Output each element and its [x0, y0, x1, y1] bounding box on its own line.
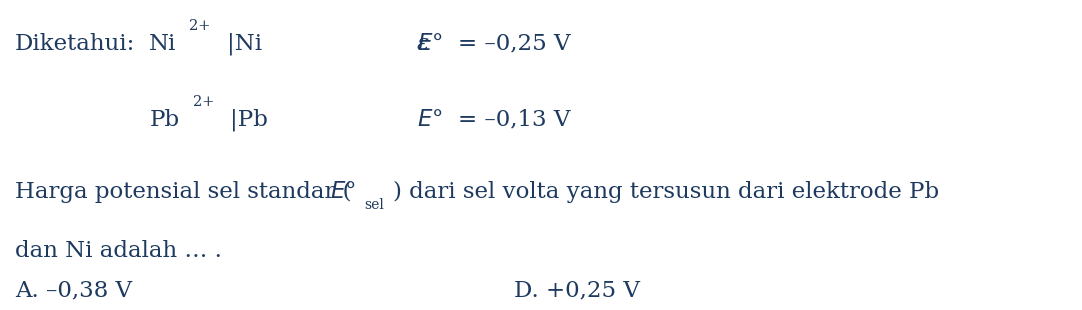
Text: ) dari sel volta yang tersusun dari elektrode Pb: ) dari sel volta yang tersusun dari elek… [393, 181, 939, 203]
Text: $\mathit{E}$°: $\mathit{E}$° [330, 181, 356, 203]
Text: D. +0,25 V: D. +0,25 V [514, 279, 639, 301]
Text: |Pb: |Pb [230, 108, 268, 131]
Text: Ni: Ni [149, 33, 176, 55]
Text: Harga potensial sel standar (: Harga potensial sel standar ( [15, 181, 352, 203]
Text: 2+: 2+ [189, 19, 211, 33]
Text: = –0,25 V: = –0,25 V [458, 33, 570, 55]
Text: Diketahui:: Diketahui: [15, 33, 135, 55]
Text: $\mathit{E}$°: $\mathit{E}$° [417, 108, 443, 131]
Text: sel: sel [365, 198, 384, 212]
Text: Pb: Pb [149, 108, 180, 131]
Text: = –0,13 V: = –0,13 V [458, 108, 570, 131]
Text: dan Ni adalah … .: dan Ni adalah … . [15, 240, 222, 262]
Text: $\mathit{E}$°: $\mathit{E}$° [417, 33, 443, 55]
Text: |Ni: |Ni [227, 33, 262, 55]
Text: 2+: 2+ [193, 95, 214, 108]
Text: A. –0,38 V: A. –0,38 V [15, 279, 132, 301]
Text: ε: ε [417, 33, 428, 55]
